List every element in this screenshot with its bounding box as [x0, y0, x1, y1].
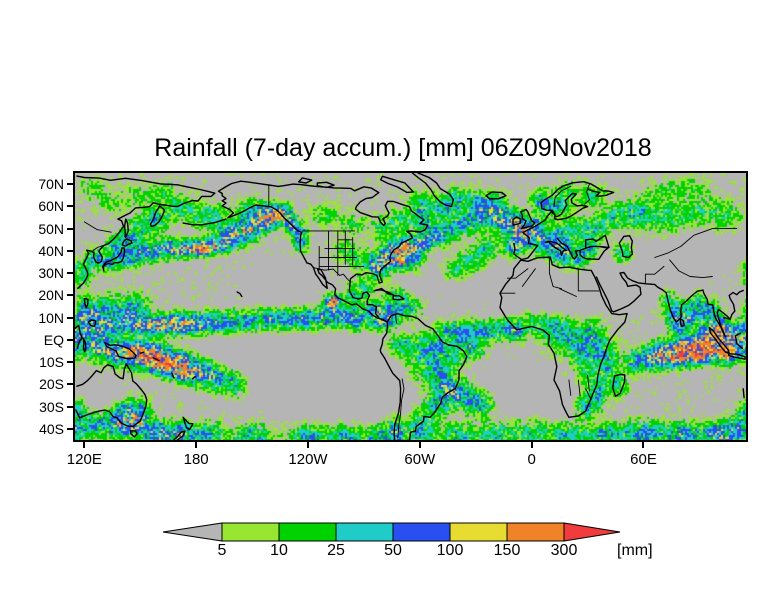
lon-tick-mark: [642, 442, 645, 448]
lat-tick-label: 20S: [39, 376, 64, 393]
colorbar-level-label: 150: [493, 542, 521, 559]
lon-tick-label: 60W: [404, 451, 436, 468]
lat-tick-mark: [67, 361, 75, 364]
colorbar-segment: [392, 522, 451, 542]
colorbar-level-label: 5: [217, 542, 227, 559]
lat-tick-mark: [67, 249, 75, 252]
colorbar-level-label: 300: [550, 542, 578, 559]
lon-tick-label: 60E: [630, 451, 657, 468]
lat-tick-mark: [67, 205, 75, 208]
lon-tick-mark: [418, 442, 421, 448]
lat-tick-label: 20N: [38, 287, 64, 304]
lat-tick-mark: [67, 338, 75, 341]
lon-tick-label: 180: [183, 451, 209, 468]
lat-tick-mark: [67, 272, 75, 275]
coastline-paths: [75, 173, 746, 440]
colorbar-segment: [506, 522, 565, 542]
lat-tick-label: 30S: [39, 398, 64, 415]
colorbar-level-label: 50: [384, 542, 402, 559]
chart-title: Rainfall (7-day accum.) [mm] 06Z09Nov201…: [154, 134, 652, 162]
colorbar-level-label: 100: [436, 542, 464, 559]
lon-tick-label: 120E: [66, 451, 102, 468]
lat-tick-label: 40S: [39, 420, 64, 437]
colorbar-level-label: 10: [270, 542, 288, 559]
lon-tick-label: 0: [527, 451, 536, 468]
map-frame: [73, 171, 748, 442]
lat-tick-label: 60N: [38, 198, 64, 215]
lat-tick-label: EQ: [43, 331, 64, 348]
colorbar-segment: [335, 522, 394, 542]
lat-tick-mark: [67, 316, 75, 319]
lat-tick-label: 70N: [38, 176, 64, 193]
lon-tick-label: 120W: [288, 451, 328, 468]
colorbar: [162, 522, 621, 542]
lon-tick-mark: [306, 442, 309, 448]
colorbar-unit-label: [mm]: [617, 542, 653, 559]
lat-tick-label: 40N: [38, 242, 64, 259]
lat-tick-label: 50N: [38, 220, 64, 237]
lon-tick-mark: [83, 442, 86, 448]
lon-tick-mark: [195, 442, 198, 448]
colorbar-below-min-arrow: [162, 522, 223, 542]
lat-tick-label: 30N: [38, 265, 64, 282]
colorbar-segment: [278, 522, 337, 542]
lat-tick-mark: [67, 294, 75, 297]
colorbar-segment: [449, 522, 508, 542]
political-border-paths: [83, 183, 738, 439]
lat-tick-mark: [67, 227, 75, 230]
lat-tick-mark: [67, 427, 75, 430]
lat-tick-mark: [67, 183, 75, 186]
rainfall-raster: [75, 173, 746, 440]
lon-tick-mark: [530, 442, 533, 448]
lat-tick-label: 10N: [38, 309, 64, 326]
colorbar-level-label: 25: [327, 542, 345, 559]
colorbar-above-max-arrow: [563, 522, 621, 542]
lat-tick-mark: [67, 383, 75, 386]
lat-tick-label: 10S: [39, 354, 64, 371]
coastlines-overlay: [75, 173, 746, 440]
colorbar-segment: [221, 522, 280, 542]
lat-tick-mark: [67, 405, 75, 408]
